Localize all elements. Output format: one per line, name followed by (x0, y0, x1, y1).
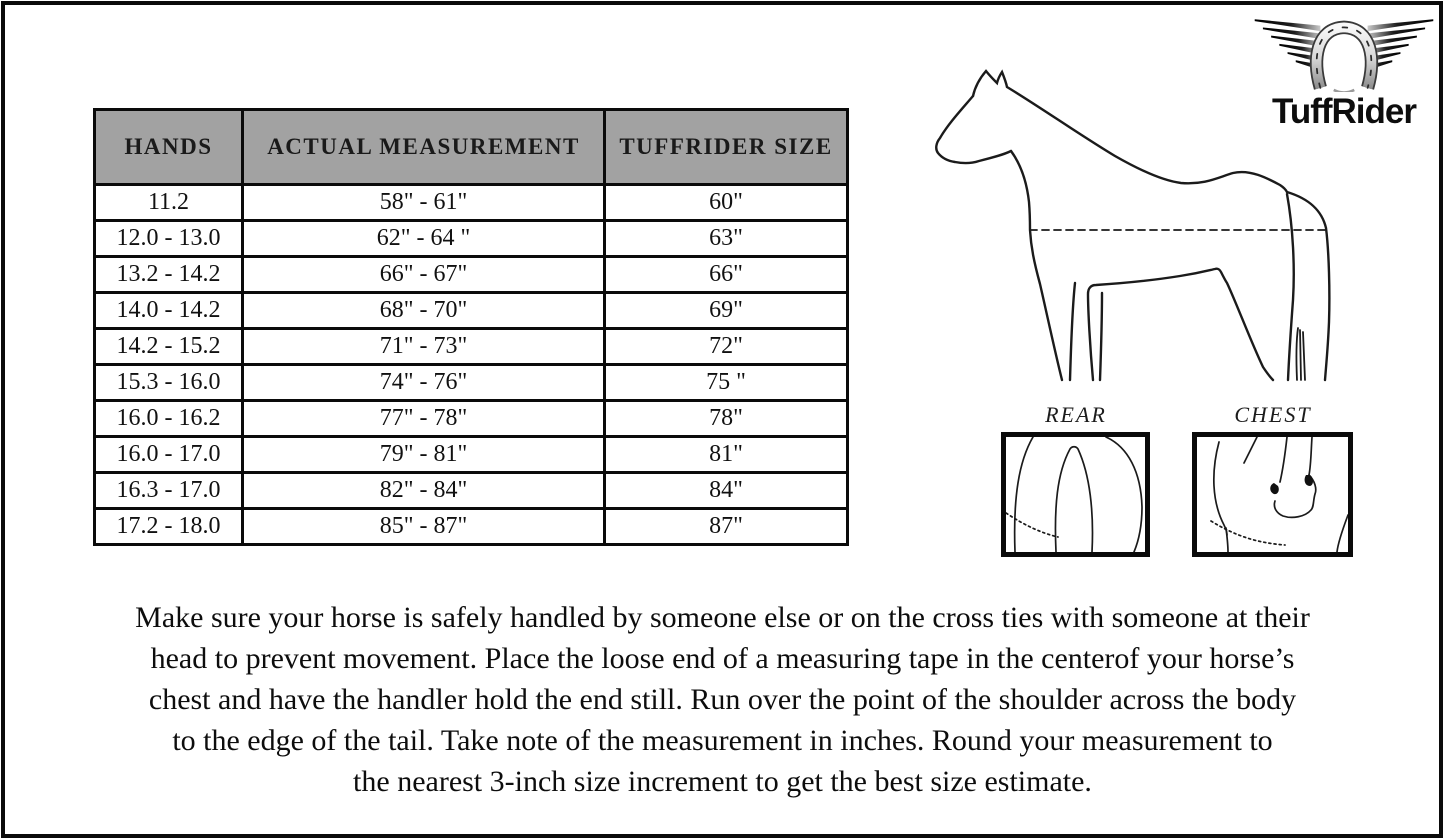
size-chart-body: 11.2 58" - 61" 60" 12.0 - 13.0 62" - 64 " 63"… (93, 183, 849, 546)
table-cell: 14.2 - 15.2 (93, 327, 244, 366)
tuffrider-logo: TuffRider (1254, 14, 1434, 136)
size-chart-table: HANDS ACTUAL MEASUREMENT TUFFRIDER SIZE 11… (93, 108, 849, 546)
brand-name: TuffRider (1272, 92, 1417, 131)
table-cell: 85" - 87" (241, 507, 606, 546)
size-chart-header-row: HANDS ACTUAL MEASUREMENT TUFFRIDER SIZE (93, 108, 849, 186)
column-header: HANDS (93, 108, 244, 186)
table-cell: 71" - 73" (241, 327, 606, 366)
table-cell: 15.3 - 16.0 (93, 363, 244, 402)
table-cell: 69" (603, 291, 849, 330)
table-row: 13.2 - 14.2 66" - 67" 66" (93, 255, 849, 294)
winged-horseshoe-icon (1254, 19, 1434, 92)
rear-diagram (1001, 432, 1150, 557)
chest-diagram (1192, 432, 1353, 557)
table-cell: 79" - 81" (241, 435, 606, 474)
instructions-line: to the edge of the tail. Take note of th… (172, 724, 1273, 757)
table-cell: 63" (603, 219, 849, 258)
table-cell: 77" - 78" (241, 399, 606, 438)
instructions-line: chest and have the handler hold the end … (148, 683, 1297, 716)
horse-illustration (935, 69, 1331, 382)
table-cell: 78" (603, 399, 849, 438)
table-row: 14.0 - 14.2 68" - 70" 69" (93, 291, 849, 330)
table-cell: 14.0 - 14.2 (93, 291, 244, 330)
table-cell: 66" (603, 255, 849, 294)
table-cell: 16.0 - 16.2 (93, 399, 244, 438)
table-cell: 84" (603, 471, 849, 510)
table-cell: 62" - 64 " (241, 219, 606, 258)
chest-label: CHEST (1234, 402, 1312, 427)
table-cell: 17.2 - 18.0 (93, 507, 244, 546)
table-row: 14.2 - 15.2 71" - 73" 72" (93, 327, 849, 366)
table-row: 17.2 - 18.0 85" - 87" 87" (93, 507, 849, 546)
table-cell: 82" - 84" (241, 471, 606, 510)
table-row: 12.0 - 13.0 62" - 64 " 63" (93, 219, 849, 258)
table-row: 16.0 - 17.0 79" - 81" 81" (93, 435, 849, 474)
instructions-line: head to prevent movement. Place the loos… (150, 642, 1295, 675)
instructions-line: Make sure your horse is safely handled b… (135, 601, 1310, 634)
table-row: 11.2 58" - 61" 60" (93, 183, 849, 222)
rear-label: REAR (1045, 402, 1107, 427)
table-cell: 68" - 70" (241, 291, 606, 330)
column-header: ACTUAL MEASUREMENT (241, 108, 606, 186)
table-row: 15.3 - 16.0 74" - 76" 75 " (93, 363, 849, 402)
table-cell: 13.2 - 14.2 (93, 255, 244, 294)
table-cell: 12.0 - 13.0 (93, 219, 244, 258)
table-cell: 58" - 61" (241, 183, 606, 222)
rear-view-drawing (1005, 436, 1143, 553)
chest-view-drawing (1210, 436, 1349, 553)
table-cell: 11.2 (93, 183, 244, 222)
horseshoe-icon (1309, 20, 1379, 92)
table-cell: 16.0 - 17.0 (93, 435, 244, 474)
table-cell: 72" (603, 327, 849, 366)
table-cell: 81" (603, 435, 849, 474)
instructions-line: the nearest 3-inch size increment to get… (353, 765, 1092, 798)
table-cell: 16.3 - 17.0 (93, 471, 244, 510)
table-row: 16.0 - 16.2 77" - 78" 78" (93, 399, 849, 438)
instructions: Make sure your horse is safely handled b… (20, 597, 1425, 802)
table-row: 16.3 - 17.0 82" - 84" 84" (93, 471, 849, 510)
table-cell: 66" - 67" (241, 255, 606, 294)
column-header: TUFFRIDER SIZE (603, 108, 849, 186)
table-cell: 87" (603, 507, 849, 546)
table-cell: 75 " (603, 363, 849, 402)
table-cell: 60" (603, 183, 849, 222)
table-cell: 74" - 76" (241, 363, 606, 402)
